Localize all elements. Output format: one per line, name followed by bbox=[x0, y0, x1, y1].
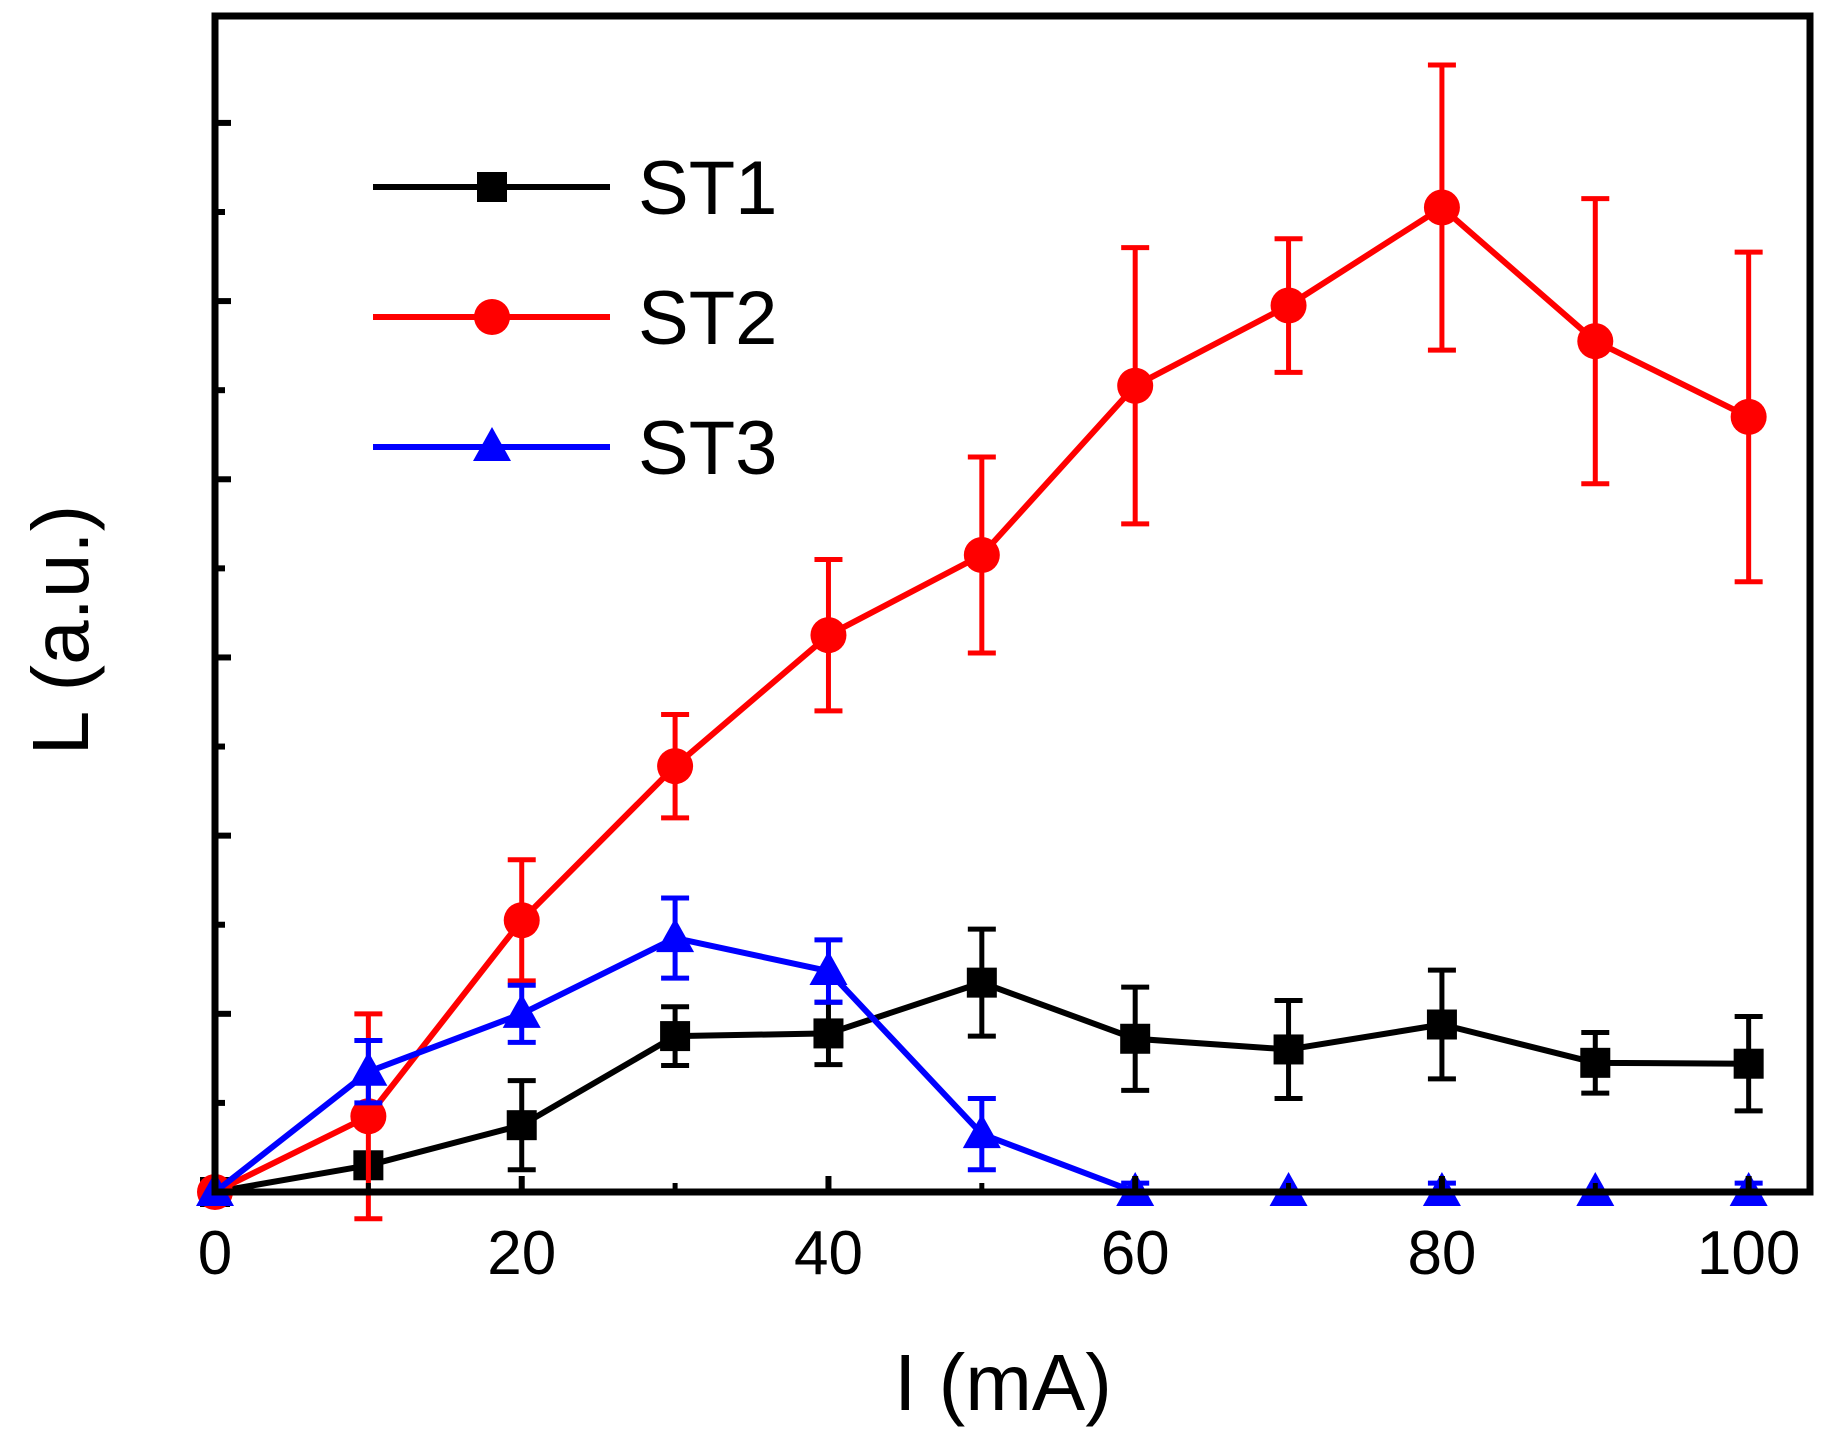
data-point bbox=[1580, 1047, 1611, 1078]
legend-entry-st3: ST3 bbox=[373, 406, 777, 491]
data-point bbox=[966, 967, 997, 998]
data-point bbox=[506, 1110, 537, 1141]
data-point bbox=[810, 617, 847, 654]
data-point bbox=[1426, 1009, 1457, 1040]
data-point bbox=[1577, 323, 1614, 360]
data-point bbox=[963, 537, 1000, 573]
x-tick-label: 80 bbox=[1407, 1219, 1476, 1288]
data-point bbox=[1270, 287, 1307, 324]
data-point bbox=[350, 1098, 387, 1135]
data-point bbox=[809, 951, 848, 986]
data-point bbox=[1733, 1048, 1764, 1079]
series-st2 bbox=[197, 62, 1767, 1222]
legend-label: ST1 bbox=[638, 146, 777, 231]
axis-ticks: 0 20 40 60 80 100 bbox=[198, 119, 1800, 1288]
data-point bbox=[1120, 1023, 1151, 1054]
plot-frame bbox=[211, 12, 1814, 1196]
x-tick-label: 100 bbox=[1697, 1219, 1800, 1288]
legend-marker bbox=[473, 427, 511, 461]
data-point bbox=[656, 918, 695, 953]
x-axis-label: I (mA) bbox=[894, 1338, 1112, 1427]
series-st1 bbox=[200, 926, 1764, 1207]
data-point bbox=[1423, 189, 1460, 226]
data-point bbox=[1730, 398, 1767, 435]
data-point bbox=[503, 902, 540, 939]
legend: ST1 ST2 ST3 bbox=[373, 146, 777, 491]
legend-entry-st2: ST2 bbox=[373, 276, 777, 361]
legend-label: ST3 bbox=[638, 406, 777, 491]
data-point bbox=[1117, 367, 1154, 404]
legend-label: ST2 bbox=[638, 276, 777, 361]
x-tick-label: 60 bbox=[1101, 1219, 1170, 1288]
data-point bbox=[1273, 1034, 1304, 1065]
data-point bbox=[660, 1021, 691, 1052]
legend-entry-st1: ST1 bbox=[373, 146, 777, 231]
plot-area bbox=[196, 62, 1768, 1222]
data-point bbox=[962, 1114, 1001, 1149]
y-axis-label: L (a.u.) bbox=[16, 505, 105, 755]
legend-marker bbox=[477, 172, 507, 202]
data-point bbox=[349, 1051, 388, 1086]
data-point bbox=[813, 1018, 844, 1049]
legend-marker bbox=[474, 299, 510, 335]
x-tick-label: 20 bbox=[487, 1219, 556, 1288]
x-tick-label: 0 bbox=[198, 1219, 232, 1288]
x-tick-label: 40 bbox=[794, 1219, 863, 1288]
data-point bbox=[502, 993, 541, 1028]
data-point bbox=[657, 748, 694, 785]
plot-border bbox=[211, 12, 1814, 1196]
